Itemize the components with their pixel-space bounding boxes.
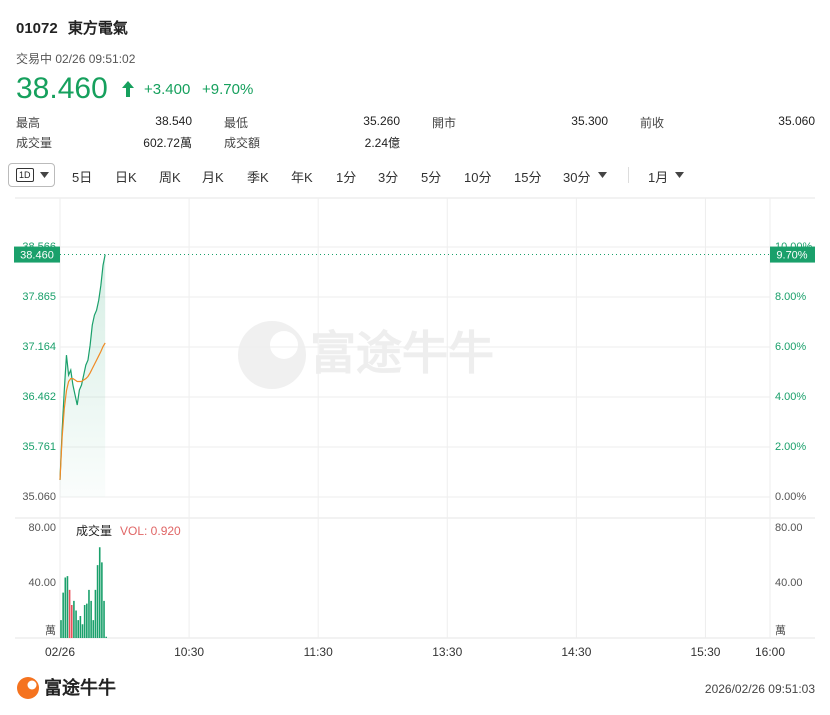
dropdown-arrow [40,172,49,178]
x-tick-label: 14:30 [561,645,591,659]
y-tick-label: 40.00 [28,577,56,589]
y2-tick-label: 8.00% [775,291,806,303]
last-price-label: 38.460 [20,249,54,261]
watermark-text: 富途牛牛 [310,327,494,379]
x-tick-label: 13:30 [432,645,462,659]
price-change-pct: +9.70% [202,81,254,98]
footer-logo: 富途牛牛 [17,677,116,699]
tab[interactable]: 5日 [72,170,93,185]
average-line [59,342,106,480]
volume-bar [73,600,75,638]
stat-label: 成交額 [224,136,261,150]
stat-value: 35.260 [363,114,400,128]
y2-tick-label: 萬 [775,624,786,637]
stat-label: 最高 [16,116,41,130]
volume-bar [66,576,69,638]
y-tick-label: 37.865 [22,291,56,303]
x-tick-label: 02/26 [45,645,75,659]
stat-value: 2.24億 [364,136,400,150]
watermark: 富途牛牛 [238,321,494,389]
y-tick-label: 80.00 [28,522,56,534]
x-tick-label: 16:00 [755,645,785,659]
tab[interactable]: 日K [115,170,137,185]
last-price-tag [14,246,60,263]
volume-bar [90,600,92,638]
tab[interactable]: 年K [291,170,313,185]
y2-tick-label: 0.00% [775,491,806,503]
stat-label: 開市 [432,116,457,130]
x-tick-label: 15:30 [690,645,720,659]
tab[interactable]: 15分 [514,170,542,185]
volume-bar [105,636,107,638]
y2-tick-label: 6.00% [775,341,806,353]
volume-bar [62,592,64,638]
volume-bar [60,620,62,638]
volume-bar [70,605,73,638]
volume-bar [92,620,95,638]
tab[interactable]: 季K [247,170,269,185]
volume-bar [64,577,67,638]
volume-bar [96,565,99,638]
stat-value: 602.72萬 [143,136,192,150]
dropdown-arrow [675,172,684,178]
x-tick-label: 11:30 [304,645,333,659]
tab[interactable]: 月K [202,170,224,185]
volume-bar [75,610,77,638]
volume-subtitle: VOL: 0.920 [120,524,181,538]
y-tick-label: 萬 [45,624,56,637]
volume-bar [86,603,88,638]
price-change: +3.400 [144,81,191,98]
divider [628,167,629,183]
y2-tick-label: 80.00 [775,522,803,534]
volume-bar [103,600,105,638]
period-label: 1D [16,168,34,182]
tab[interactable]: 10分 [464,170,492,185]
stat-value: 35.300 [571,114,608,128]
stat-value: 35.060 [778,114,815,128]
volume-bar [83,605,86,638]
last-pct-tag [770,246,815,263]
last-pct-label: 9.70% [776,249,807,261]
last-price: 38.460 [16,72,108,105]
stat-value: 38.540 [155,114,192,128]
tab[interactable]: 30分 [563,170,591,185]
tab[interactable]: 周K [159,170,181,185]
footer-timestamp: 2026/02/26 09:51:03 [705,682,815,696]
footer-brand: 富途牛牛 [44,677,116,698]
tab[interactable]: 5分 [421,170,442,185]
y-tick-label: 36.462 [22,391,56,403]
volume-bar [81,624,84,638]
x-tick-label: 10:30 [174,645,204,659]
volume-bar [88,589,90,638]
tab[interactable]: 3分 [378,170,399,185]
trade-status: 交易中 02/26 09:51:02 [16,52,136,66]
y2-tick-label: 40.00 [775,577,803,589]
volume-bar [79,616,82,638]
dropdown-arrow [598,172,607,178]
volume-bar [77,620,80,638]
stat-label: 前收 [640,116,665,130]
tab[interactable]: 1分 [336,170,357,185]
period-select[interactable]: 1D [8,163,55,187]
y-tick-label: 37.164 [22,341,56,353]
stock-code: 01072 [16,20,58,37]
stat-label: 最低 [224,116,249,130]
stat-label: 成交量 [16,136,53,150]
volume-bar [98,547,101,638]
stock-name: 東方電氣 [67,20,128,37]
volume-bar [101,562,103,638]
volume-bar [94,589,97,638]
price-area [60,254,106,497]
y-tick-label: 35.761 [22,441,56,453]
up-arrow [122,81,134,97]
y2-tick-label: 2.00% [775,441,806,453]
volume-title: 成交量 [76,523,112,538]
tab-more[interactable]: 1月 [648,170,669,185]
volume-bar [68,589,71,638]
y-tick-label: 35.060 [22,491,56,503]
stock-title: 01072 東方電氣 [16,17,128,38]
y2-tick-label: 4.00% [775,391,806,403]
